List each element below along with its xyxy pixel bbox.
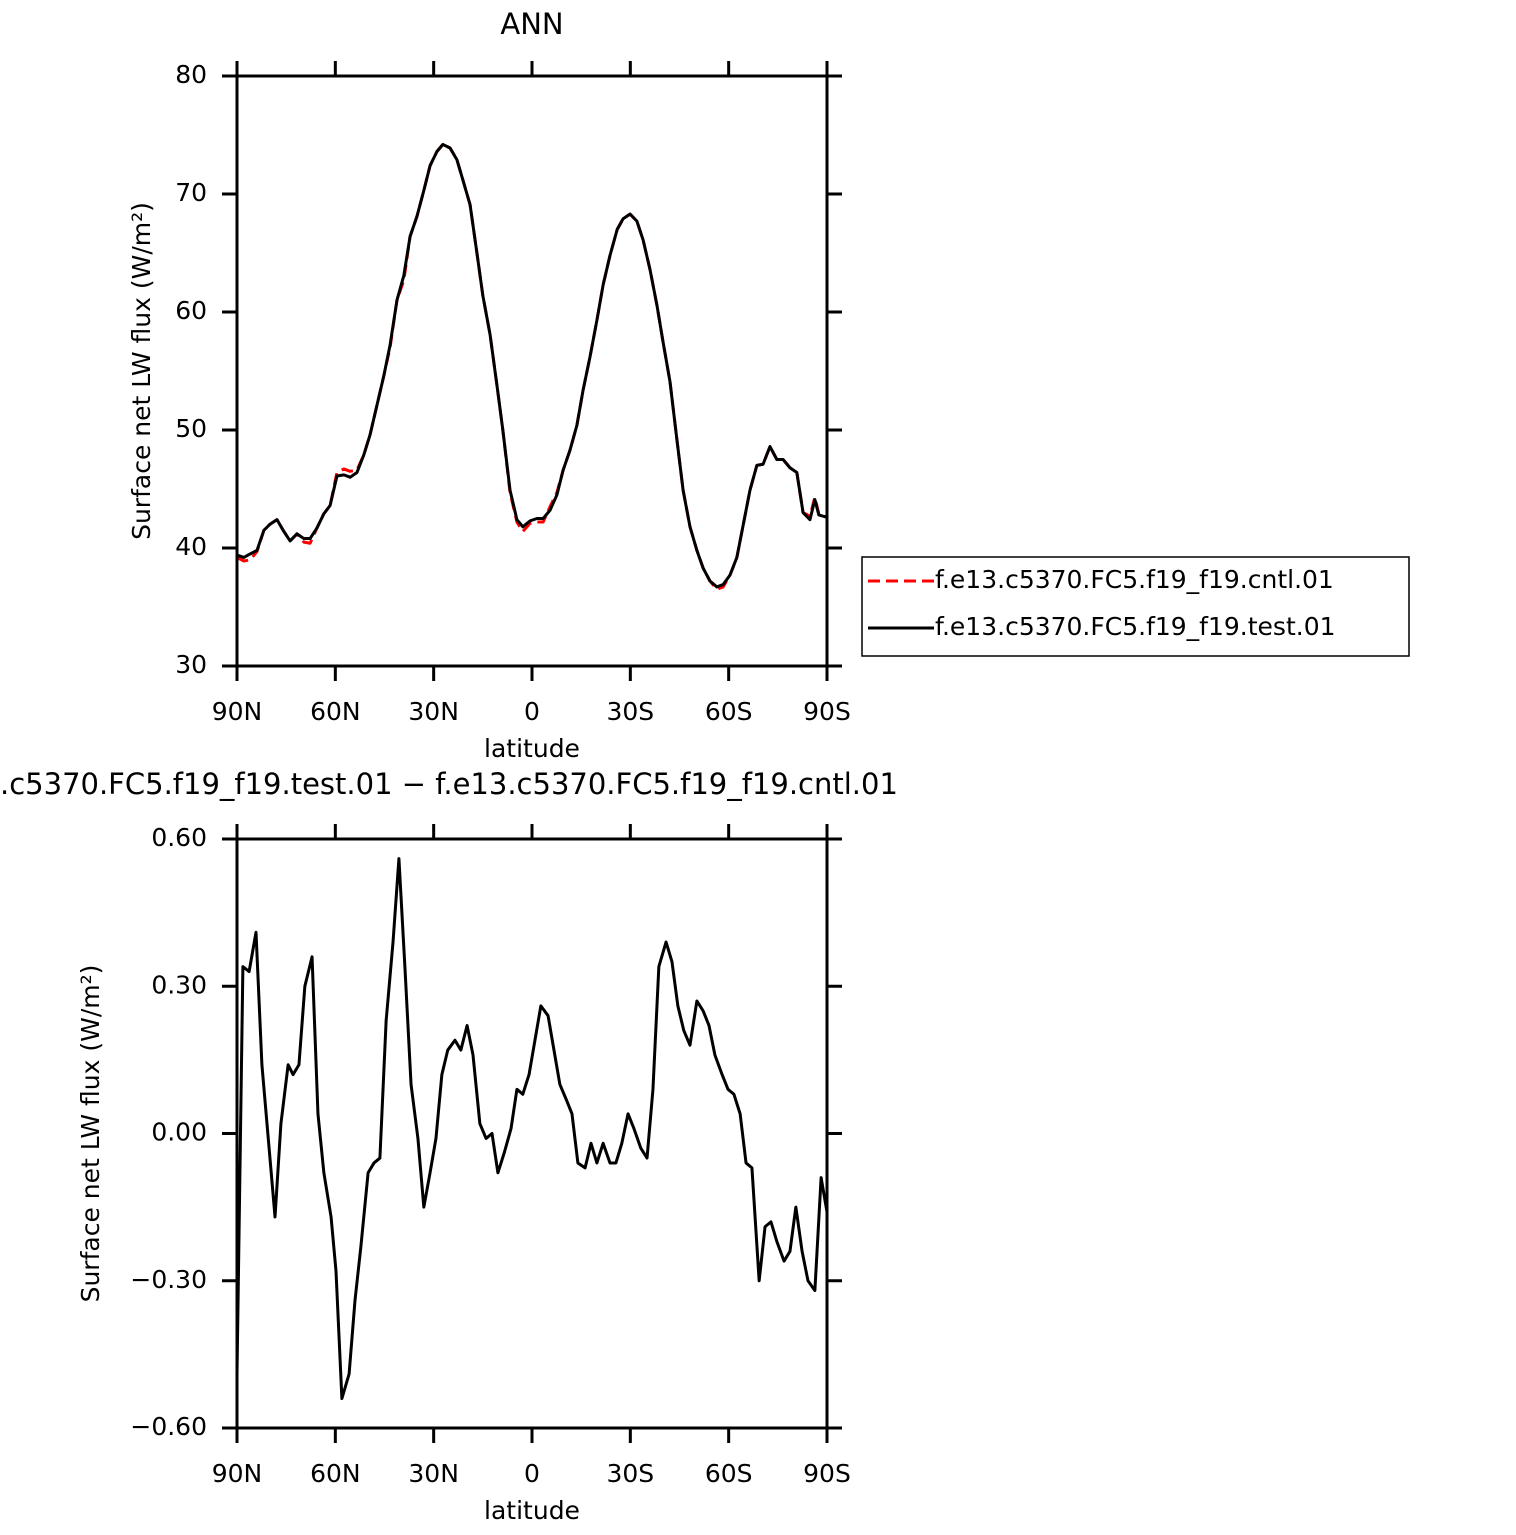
legend-label: f.e13.c5370.FC5.f19_f19.cntl.01 [935, 565, 1334, 594]
chart-title: ANN [500, 7, 563, 41]
data-line [237, 857, 827, 1401]
x-tick-label: 60N [310, 697, 361, 726]
data-line [237, 142, 827, 589]
y-tick-label: 0.00 [151, 1118, 207, 1147]
x-tick-label: 30S [606, 1459, 654, 1488]
x-tick-label: 0 [524, 697, 540, 726]
x-tick-label: 60S [705, 697, 753, 726]
y-tick-label: 50 [175, 414, 207, 443]
x-tick-label: 30N [408, 1459, 459, 1488]
x-axis-label: latitude [484, 734, 580, 763]
x-tick-label: 90N [212, 1459, 263, 1488]
y-tick-label: 0.60 [151, 823, 207, 852]
x-tick-label: 30N [408, 697, 459, 726]
y-tick-label: 80 [175, 60, 207, 89]
y-tick-label: 30 [175, 650, 207, 679]
y-tick-label: 40 [175, 532, 207, 561]
x-tick-label: 30S [606, 697, 654, 726]
x-axis-label: latitude [484, 1496, 580, 1525]
y-tick-label: 0.30 [151, 970, 207, 999]
plot-frame [235, 74, 829, 668]
y-axis-label: Surface net LW flux (W/m²) [127, 202, 156, 540]
x-tick-label: 60N [310, 1459, 361, 1488]
chart-title: .c5370.FC5.f19_f19.test.01 − f.e13.c5370… [0, 767, 898, 801]
x-tick-label: 90S [803, 1459, 851, 1488]
x-tick-label: 60S [705, 1459, 753, 1488]
y-tick-label: −0.60 [130, 1412, 207, 1441]
y-tick-label: 70 [175, 178, 207, 207]
y-tick-label: −0.30 [130, 1265, 207, 1294]
y-tick-label: 60 [175, 296, 207, 325]
plot-frame [235, 837, 829, 1430]
x-tick-label: 90N [212, 697, 263, 726]
data-line [237, 142, 827, 591]
x-tick-label: 0 [524, 1459, 540, 1488]
y-axis-label: Surface net LW flux (W/m²) [76, 965, 105, 1303]
x-tick-label: 90S [803, 697, 851, 726]
legend-box [861, 556, 1410, 657]
legend-label: f.e13.c5370.FC5.f19_f19.test.01 [935, 612, 1336, 641]
